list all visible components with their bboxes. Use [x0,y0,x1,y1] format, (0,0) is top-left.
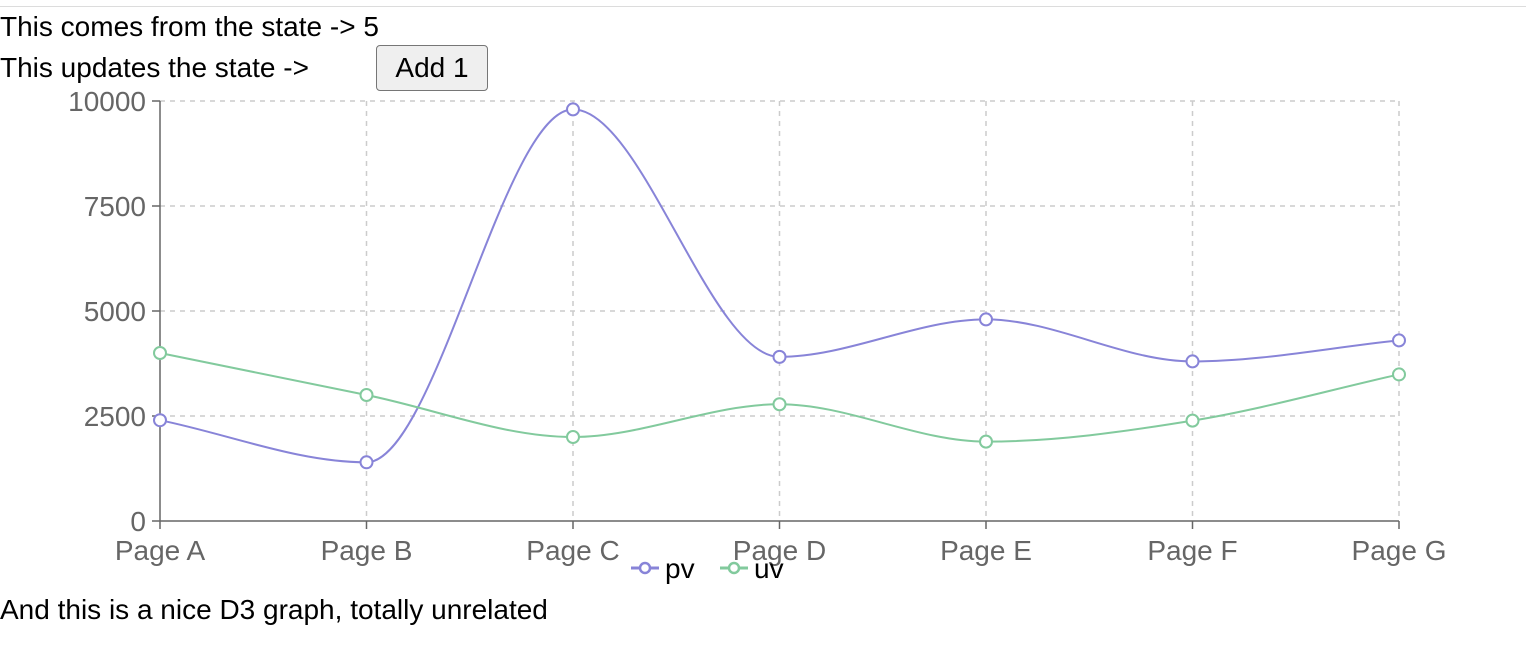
x-tick-label: Page F [1147,535,1237,566]
data-point-pv [153,413,167,428]
legend-label: pv [665,553,695,584]
data-point-pv [359,455,374,470]
y-tick-label: 7500 [84,191,146,222]
x-tick-label: Page C [526,535,619,566]
state-value: 5 [363,11,379,42]
data-point-uv [1392,367,1406,382]
x-tick-label: Page A [115,535,206,566]
x-tick-label: Page E [940,535,1032,566]
x-tick-label: Page G [1352,535,1447,566]
footer-caption: And this is a nice D3 graph, totally unr… [0,594,548,625]
y-tick-label: 2500 [84,401,146,432]
legend-label: uv [754,553,784,584]
data-point-pv [772,349,787,364]
y-tick-label: 0 [130,506,146,537]
chart-series [153,102,1406,470]
x-tick-label: Page D [733,535,826,566]
data-point-uv [566,430,580,444]
state-label: This comes from the state -> [0,11,364,42]
update-label: This updates the state -> [0,52,309,83]
top-divider [0,6,1526,7]
y-tick-label: 5000 [84,296,146,327]
series-line-pv [159,108,1400,464]
data-point-pv [979,312,993,327]
chart-axes: 0 2500 5000 7500 10000 Page A Page B Page C Page… [68,86,1446,566]
data-point-uv [359,388,374,402]
data-point-pv [1185,354,1200,369]
data-point-pv [1392,333,1406,348]
x-tick-label: Page B [321,535,413,566]
data-point-uv [1185,413,1200,428]
legend-swatch-dot [727,561,741,575]
chart-grid [160,100,1400,521]
update-line: This updates the state -> [0,52,309,84]
data-point-uv [979,434,993,449]
data-point-pv [566,102,580,117]
y-tick-label: 10000 [68,86,146,117]
add-one-button[interactable]: Add 1 [376,45,488,91]
state-line: This comes from the state -> 5 [0,11,379,43]
data-point-uv [153,346,167,360]
chart-legend: pv uv [631,553,784,584]
legend-swatch-dot [638,561,652,575]
data-point-uv [772,397,787,412]
